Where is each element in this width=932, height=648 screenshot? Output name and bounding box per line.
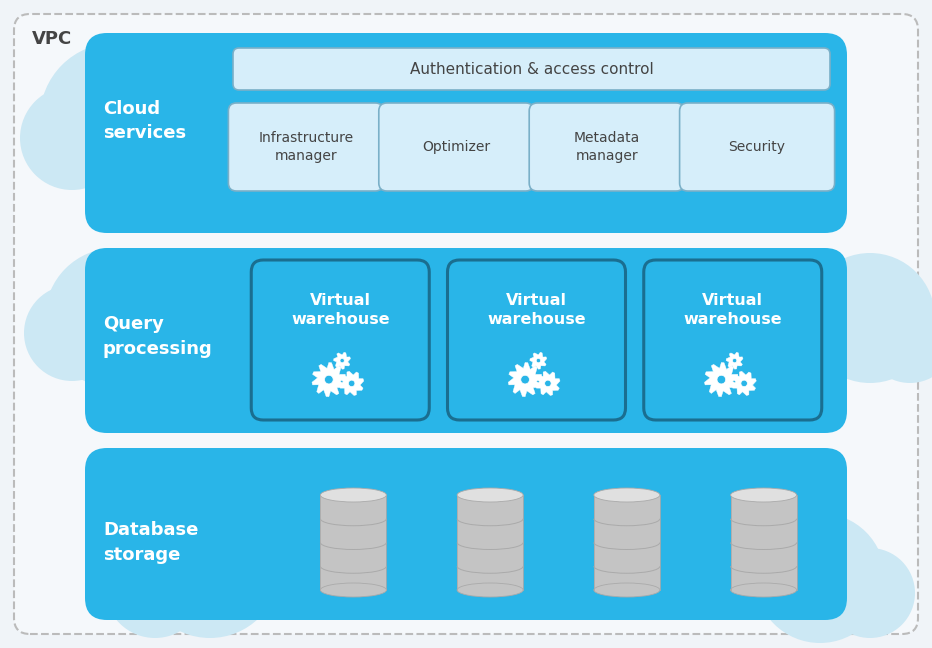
Polygon shape	[312, 362, 346, 397]
Circle shape	[24, 285, 120, 381]
Text: Cloud
services: Cloud services	[103, 100, 186, 143]
FancyBboxPatch shape	[447, 260, 625, 420]
Circle shape	[536, 358, 541, 363]
Text: Infrastructure
manager: Infrastructure manager	[258, 131, 353, 163]
Circle shape	[521, 375, 529, 384]
Polygon shape	[339, 371, 363, 395]
Circle shape	[40, 43, 190, 193]
Polygon shape	[334, 353, 350, 369]
FancyBboxPatch shape	[85, 248, 847, 433]
Circle shape	[349, 380, 355, 387]
Polygon shape	[508, 362, 542, 397]
FancyBboxPatch shape	[228, 103, 383, 191]
Text: Query
processing: Query processing	[103, 316, 212, 358]
Circle shape	[140, 498, 280, 638]
Ellipse shape	[321, 583, 387, 597]
Ellipse shape	[731, 583, 797, 597]
Circle shape	[105, 538, 205, 638]
Polygon shape	[536, 371, 560, 395]
Circle shape	[717, 375, 726, 384]
Text: Virtual
warehouse: Virtual warehouse	[683, 293, 782, 327]
FancyBboxPatch shape	[85, 448, 847, 620]
Ellipse shape	[594, 488, 660, 502]
FancyBboxPatch shape	[252, 260, 430, 420]
Ellipse shape	[731, 488, 797, 502]
Ellipse shape	[457, 583, 523, 597]
Text: Security: Security	[729, 140, 786, 154]
Circle shape	[340, 358, 344, 363]
Circle shape	[544, 380, 551, 387]
Circle shape	[865, 293, 932, 383]
Text: Virtual
warehouse: Virtual warehouse	[487, 293, 586, 327]
Text: VPC: VPC	[32, 30, 73, 48]
Text: Authentication & access control: Authentication & access control	[410, 62, 653, 76]
Polygon shape	[321, 495, 387, 590]
Circle shape	[741, 380, 747, 387]
Circle shape	[733, 358, 737, 363]
FancyBboxPatch shape	[644, 260, 822, 420]
Text: Metadata
manager: Metadata manager	[573, 131, 640, 163]
Circle shape	[805, 253, 932, 383]
Text: Virtual
warehouse: Virtual warehouse	[291, 293, 390, 327]
FancyBboxPatch shape	[14, 14, 918, 634]
Ellipse shape	[321, 488, 387, 502]
FancyBboxPatch shape	[378, 103, 534, 191]
Polygon shape	[731, 495, 797, 590]
FancyBboxPatch shape	[679, 103, 834, 191]
Polygon shape	[457, 495, 523, 590]
Polygon shape	[530, 353, 547, 369]
Text: Database
storage: Database storage	[103, 521, 199, 564]
Ellipse shape	[457, 488, 523, 502]
Polygon shape	[726, 353, 743, 369]
Circle shape	[825, 548, 915, 638]
Circle shape	[324, 375, 333, 384]
Polygon shape	[732, 371, 756, 395]
Polygon shape	[705, 362, 738, 397]
FancyBboxPatch shape	[529, 103, 684, 191]
Polygon shape	[594, 495, 660, 590]
FancyBboxPatch shape	[233, 48, 830, 90]
Text: Optimizer: Optimizer	[422, 140, 490, 154]
Circle shape	[755, 513, 885, 643]
Ellipse shape	[594, 583, 660, 597]
Circle shape	[45, 248, 185, 388]
Circle shape	[20, 86, 124, 190]
FancyBboxPatch shape	[85, 33, 847, 233]
